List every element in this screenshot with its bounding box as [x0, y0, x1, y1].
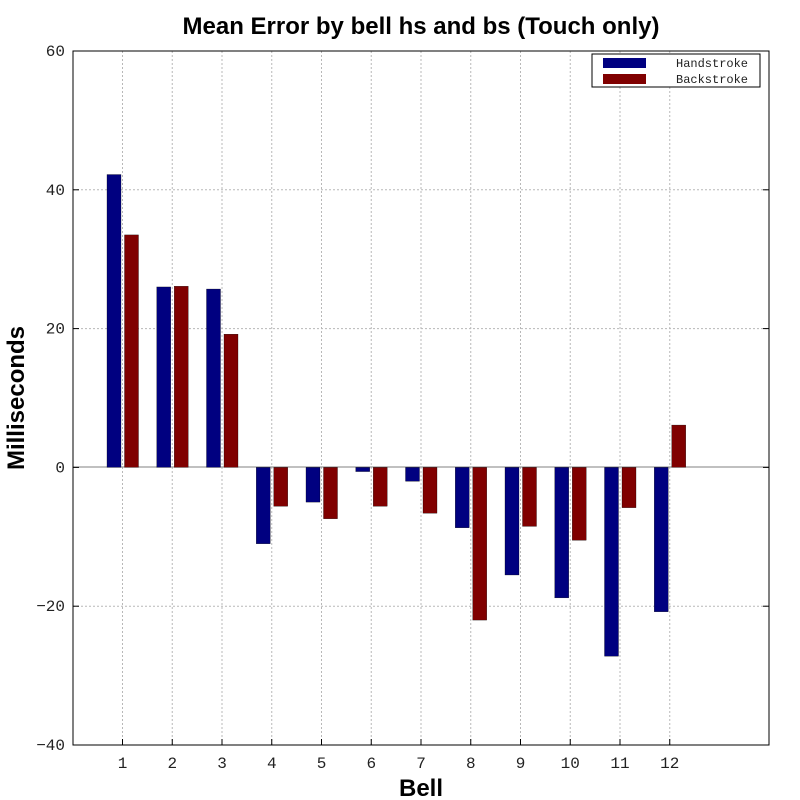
bar-handstroke-bell-10: [554, 467, 569, 599]
x-tick-label: 1: [118, 755, 128, 773]
bar-backstroke-bell-3: [223, 334, 239, 468]
bar-handstroke-bell-9: [504, 467, 520, 576]
y-axis-label: Milliseconds: [3, 326, 30, 470]
legend-label-backstroke: Backstroke: [676, 73, 748, 87]
legend-label-handstroke: Handstroke: [676, 57, 748, 71]
chart-title: Mean Error by bell hs and bs (Touch only…: [183, 13, 660, 40]
bar-handstroke-bell-5: [305, 467, 321, 503]
bar-handstroke-bell-8: [455, 467, 470, 528]
y-tick-label: 20: [46, 321, 65, 339]
x-tick-label: 5: [317, 755, 327, 773]
y-axis-ticks: −40 −20 0 20 40 60: [36, 43, 769, 755]
x-tick-label: 11: [610, 755, 629, 773]
x-tick-label: 3: [217, 755, 227, 773]
legend-swatch-backstroke: [603, 74, 646, 84]
bar-handstroke-bell-6: [355, 467, 370, 472]
x-tick-label: 12: [660, 755, 679, 773]
x-tick-label: 10: [561, 755, 580, 773]
bar-backstroke-bell-1: [124, 234, 139, 468]
y-tick-label: −20: [36, 598, 65, 616]
legend: Handstroke Backstroke: [591, 53, 761, 88]
grid: [73, 51, 769, 745]
bar-backstroke-bell-6: [373, 467, 388, 507]
bar-backstroke-bell-9: [522, 467, 537, 527]
bar-handstroke-bell-2: [156, 286, 171, 468]
bar-handstroke-bell-12: [654, 467, 669, 612]
y-tick-label: 40: [46, 182, 65, 200]
bar-handstroke-bell-3: [206, 288, 221, 468]
x-tick-label: 2: [167, 755, 177, 773]
bar-backstroke-bell-12: [671, 424, 686, 468]
bar-backstroke-bell-5: [323, 467, 338, 519]
bar-handstroke-bell-7: [405, 467, 420, 482]
x-tick-label: 8: [466, 755, 476, 773]
x-tick-label: 6: [366, 755, 376, 773]
x-tick-label: 4: [267, 755, 277, 773]
x-tick-label: 9: [516, 755, 526, 773]
bar-backstroke-bell-2: [174, 286, 189, 468]
bar-handstroke-bell-4: [256, 467, 271, 544]
legend-swatch-handstroke: [603, 58, 646, 68]
y-tick-label: −40: [36, 737, 65, 755]
y-tick-label: 60: [46, 43, 65, 61]
x-axis-label: Bell: [399, 775, 443, 800]
bars: [106, 174, 686, 657]
bar-backstroke-bell-10: [572, 467, 587, 541]
bar-backstroke-bell-8: [472, 467, 487, 621]
x-axis-ticks: 1 2 3 4 5 6 7 8 9 10 11 12: [118, 739, 679, 773]
bar-handstroke-bell-1: [106, 174, 122, 468]
bar-backstroke-bell-4: [273, 467, 288, 507]
bar-backstroke-bell-7: [422, 467, 438, 514]
x-tick-label: 7: [416, 755, 426, 773]
bar-backstroke-bell-11: [621, 467, 637, 508]
bar-handstroke-bell-11: [604, 467, 619, 657]
y-tick-label: 0: [55, 459, 65, 477]
